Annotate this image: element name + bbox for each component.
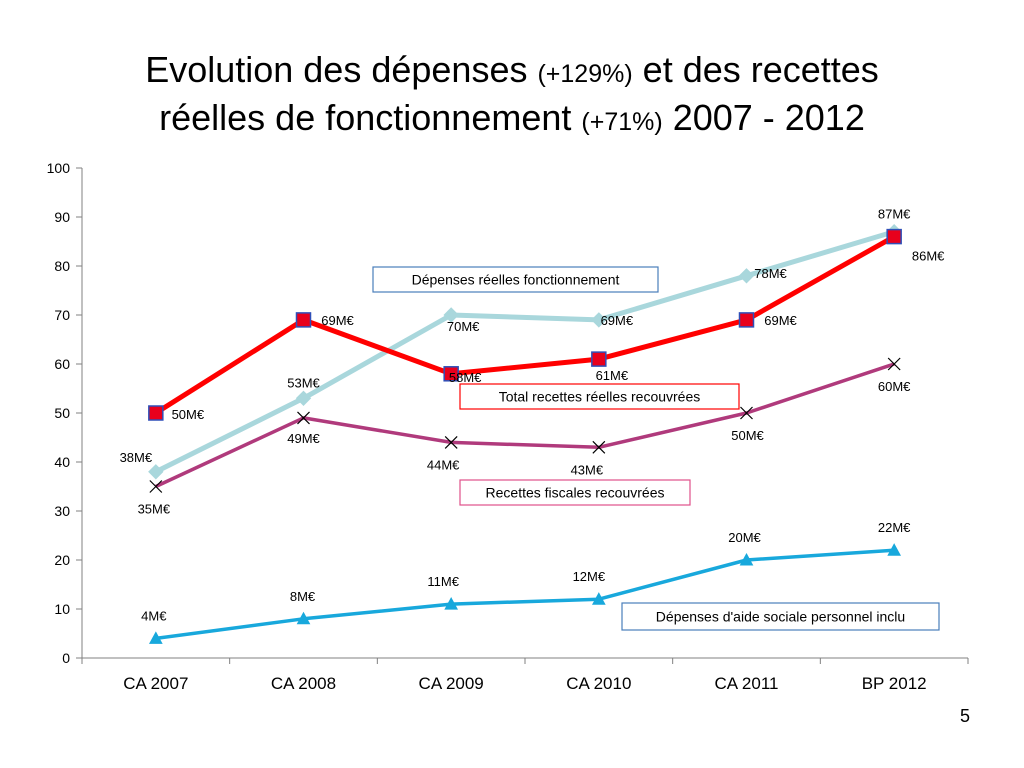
legend-label: Dépenses réelles fonctionnement (412, 272, 620, 288)
slide-title-line-2: réelles de fonctionnement (+71%) 2007 - … (0, 96, 1024, 144)
data-label: 69M€ (321, 313, 354, 328)
data-label: 53M€ (287, 375, 320, 390)
data-label: 22M€ (878, 520, 911, 535)
title-percentage-depenses: (+129%) (537, 60, 633, 88)
data-point-marker (592, 440, 606, 454)
data-point-marker (591, 592, 606, 605)
y-tick-label: 60 (54, 356, 70, 372)
y-tick-label: 80 (54, 258, 70, 274)
title-text-part: et des recettes (632, 49, 879, 90)
y-tick-label: 50 (54, 405, 70, 421)
data-label: 86M€ (912, 249, 945, 264)
data-point-marker (444, 597, 459, 610)
data-label: 50M€ (172, 407, 205, 422)
legend-label: Dépenses d'aide sociale personnel inclu (656, 609, 905, 625)
legend-label: Total recettes réelles recouvrées (499, 389, 701, 405)
slide-title: Evolution des dépenses (+129%) et des re… (0, 48, 1024, 144)
data-label: 44M€ (427, 457, 460, 472)
data-point-marker (887, 543, 902, 556)
x-tick-label: CA 2011 (715, 674, 779, 693)
data-label: 78M€ (754, 266, 787, 281)
slide-title-line-1: Evolution des dépenses (+129%) et des re… (0, 48, 1024, 96)
data-point-marker (739, 552, 754, 566)
data-point-marker (295, 312, 312, 328)
data-point-marker (148, 464, 164, 480)
page-number: 5 (959, 706, 970, 726)
legend-box (372, 266, 659, 293)
data-point-marker (148, 405, 164, 421)
title-text-part: 2007 - 2012 (662, 97, 865, 138)
data-point-marker (591, 312, 607, 328)
title-percentage-recettes: (+71%) (581, 108, 663, 136)
data-label: 87M€ (878, 207, 911, 222)
data-label: 38M€ (120, 450, 153, 465)
data-label: 61M€ (596, 368, 629, 383)
data-point-marker (148, 631, 163, 644)
data-point-marker (740, 406, 753, 420)
data-label: 60M€ (878, 379, 911, 394)
data-point-marker (738, 312, 755, 328)
series-line (155, 548, 895, 641)
legend-label: Recettes fiscales recouvrées (486, 485, 665, 501)
data-label: 69M€ (601, 313, 634, 328)
series-line (155, 362, 895, 489)
y-tick-label: 20 (54, 552, 70, 568)
legend-box (459, 479, 691, 506)
data-label: 70M€ (447, 319, 480, 334)
x-tick-label: CA 2009 (419, 674, 484, 693)
data-label: 12M€ (573, 569, 606, 584)
y-tick-label: 90 (54, 209, 70, 225)
title-text-part: réelles de fonctionnement (159, 97, 582, 138)
data-point-marker (886, 228, 902, 245)
data-point-marker (295, 390, 312, 407)
data-label: 58M€ (449, 370, 482, 385)
legend-box (459, 383, 740, 410)
data-label: 69M€ (764, 313, 797, 328)
data-label: 20M€ (728, 530, 761, 545)
data-label: 35M€ (138, 502, 171, 517)
data-point-marker (149, 480, 163, 493)
y-tick-label: 10 (54, 601, 70, 617)
x-tick-label: BP 2012 (862, 674, 927, 693)
data-label: 50M€ (731, 428, 764, 443)
legend-box (621, 602, 940, 631)
data-point-marker (591, 351, 607, 367)
data-point-marker (738, 268, 755, 284)
data-label: 4M€ (141, 608, 167, 623)
y-tick-label: 40 (54, 454, 70, 470)
data-point-marker (443, 307, 459, 323)
data-label: 43M€ (571, 462, 604, 477)
data-label: 11M€ (427, 574, 459, 589)
y-tick-label: 70 (54, 307, 70, 323)
data-label: 49M€ (287, 431, 320, 446)
title-text-part: Evolution des dépenses (145, 49, 538, 90)
data-point-marker (444, 435, 458, 449)
data-point-marker (297, 411, 310, 425)
y-tick-label: 0 (62, 650, 70, 666)
data-label: 8M€ (290, 589, 316, 604)
x-tick-label: CA 2007 (123, 674, 188, 693)
x-tick-label: CA 2010 (566, 674, 631, 693)
data-point-marker (296, 611, 311, 625)
y-tick-label: 100 (47, 160, 71, 176)
data-point-marker (887, 357, 901, 371)
y-tick-label: 30 (54, 503, 70, 519)
x-tick-label: CA 2008 (271, 674, 336, 693)
series-line (154, 234, 896, 416)
data-point-marker (443, 366, 459, 382)
series-line (154, 229, 895, 475)
